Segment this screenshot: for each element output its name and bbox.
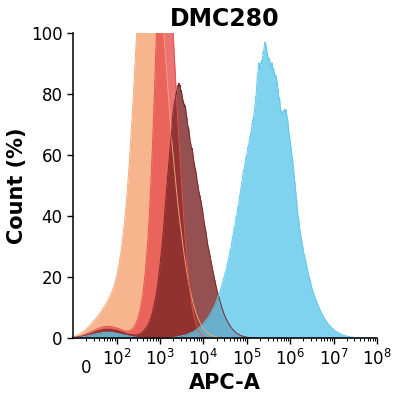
X-axis label: APC-A: APC-A (189, 373, 261, 393)
Text: 0: 0 (81, 359, 91, 377)
Title: DMC280: DMC280 (170, 7, 280, 31)
Y-axis label: Count (%): Count (%) (7, 127, 27, 244)
